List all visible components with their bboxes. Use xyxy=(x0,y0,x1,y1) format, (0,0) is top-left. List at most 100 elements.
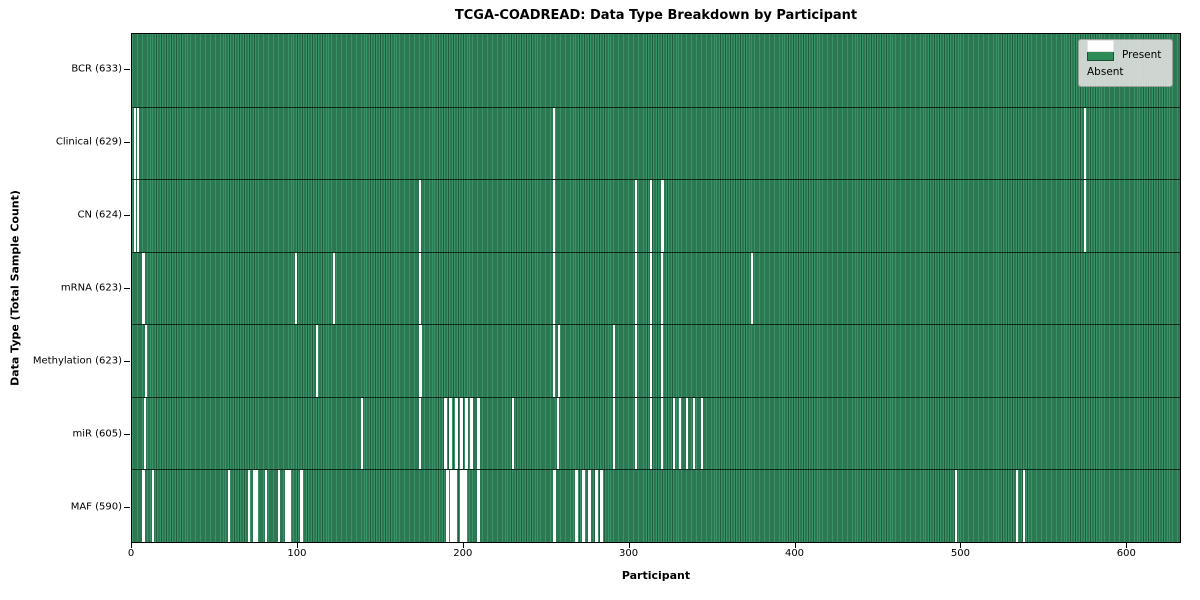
legend: Present Absent xyxy=(1078,39,1173,87)
x-tick-label: 200 xyxy=(453,548,473,559)
absent-stripe xyxy=(661,180,665,252)
absent-stripe xyxy=(277,470,280,542)
x-tick-label: 600 xyxy=(1116,548,1136,559)
absent-stripe xyxy=(672,397,675,470)
absent-stripe xyxy=(613,397,616,470)
y-tick-mark xyxy=(124,433,130,435)
x-tick-mark xyxy=(1126,543,1128,548)
x-tick-mark xyxy=(628,543,630,548)
y-tick-mark xyxy=(124,506,130,508)
chart-title: TCGA-COADREAD: Data Type Breakdown by Pa… xyxy=(454,8,858,23)
absent-stripe xyxy=(418,397,421,470)
absent-stripe xyxy=(634,325,637,397)
legend-present-label: Present xyxy=(1122,48,1162,61)
absent-stripe xyxy=(360,397,363,470)
absent-stripe xyxy=(588,470,592,542)
absent-stripe xyxy=(460,397,464,470)
x-tick-mark xyxy=(296,543,298,548)
absent-stripe xyxy=(294,252,297,325)
absent-stripe xyxy=(574,470,578,542)
absent-stripe xyxy=(553,180,556,252)
absent-stripe xyxy=(661,325,664,397)
absent-stripe xyxy=(151,470,154,542)
absent-stripe xyxy=(649,180,652,252)
absent-stripe xyxy=(477,397,481,470)
absent-stripe xyxy=(686,397,689,470)
x-tick-label: 300 xyxy=(619,548,639,559)
absent-stripe xyxy=(1084,180,1087,252)
plot-area xyxy=(131,33,1181,543)
heatmap-row-mRNA xyxy=(132,251,1180,325)
x-tick-mark xyxy=(462,543,464,548)
x-tick-mark xyxy=(794,543,796,548)
absent-stripe xyxy=(553,470,557,542)
absent-stripe xyxy=(1022,470,1025,542)
absent-stripe xyxy=(613,325,616,397)
absent-stripe xyxy=(136,107,139,180)
absent-stripe xyxy=(141,252,145,325)
absent-stripe xyxy=(443,397,447,470)
absent-stripe xyxy=(450,470,457,542)
absent-stripe xyxy=(465,397,469,470)
absent-stripe xyxy=(553,107,556,180)
heatmap-row-Clinical xyxy=(132,106,1180,180)
absent-stripe xyxy=(316,325,319,397)
y-tick-label: miR (605) xyxy=(72,428,122,440)
x-tick-label: 400 xyxy=(784,548,805,559)
absent-stripe xyxy=(145,325,148,397)
absent-stripe xyxy=(649,397,652,470)
absent-stripe xyxy=(477,470,481,542)
absent-stripe xyxy=(553,252,556,325)
y-tick-mark xyxy=(124,360,130,362)
y-tick-mark xyxy=(124,69,130,71)
absent-stripe xyxy=(133,180,136,252)
absent-stripe xyxy=(228,470,231,542)
y-tick-label: Clinical (629) xyxy=(55,136,122,148)
absent-stripe xyxy=(284,470,291,542)
absent-stripe xyxy=(141,470,145,542)
legend-absent-label: Absent xyxy=(1087,65,1124,78)
absent-stripe xyxy=(418,325,422,397)
x-tick-label: 500 xyxy=(950,548,970,559)
y-tick-mark xyxy=(124,288,130,289)
y-tick-label: mRNA (623) xyxy=(60,282,122,294)
absent-stripe xyxy=(264,470,267,542)
absent-stripe xyxy=(558,325,561,397)
absent-stripe xyxy=(679,397,682,470)
absent-stripe xyxy=(143,397,146,470)
absent-swatch-icon xyxy=(1087,40,1114,52)
absent-stripe xyxy=(136,180,139,252)
heatmap-row-Methylation xyxy=(132,324,1180,397)
absent-stripe xyxy=(299,470,303,542)
absent-stripe xyxy=(750,252,753,325)
y-tick-label: MAF (590) xyxy=(70,501,122,513)
y-tick-label: BCR (633) xyxy=(71,63,122,75)
absent-stripe xyxy=(460,470,467,542)
heatmap-row-MAF xyxy=(132,469,1180,542)
heatmap-row-miR xyxy=(132,396,1180,470)
heatmap-rows xyxy=(132,34,1180,542)
absent-stripe xyxy=(634,252,637,325)
absent-stripe xyxy=(455,397,459,470)
absent-stripe xyxy=(661,397,664,470)
absent-stripe xyxy=(253,470,258,542)
absent-stripe xyxy=(418,180,421,252)
y-tick-mark xyxy=(124,142,130,144)
x-tick-mark xyxy=(131,543,132,548)
absent-stripe xyxy=(556,397,559,470)
x-tick-label: 0 xyxy=(127,548,135,559)
absent-stripe xyxy=(553,325,556,397)
x-axis-label: Participant xyxy=(621,569,691,582)
absent-stripe xyxy=(649,325,652,397)
absent-stripe xyxy=(661,252,664,325)
absent-stripe xyxy=(418,252,421,325)
y-tick-label: Methylation (623) xyxy=(32,355,122,367)
heatmap-row-BCR xyxy=(132,34,1180,107)
absent-stripe xyxy=(511,397,514,470)
absent-stripe xyxy=(248,470,251,542)
absent-stripe xyxy=(692,397,695,470)
absent-stripe xyxy=(700,397,703,470)
absent-stripe xyxy=(448,397,452,470)
absent-stripe xyxy=(649,252,652,325)
